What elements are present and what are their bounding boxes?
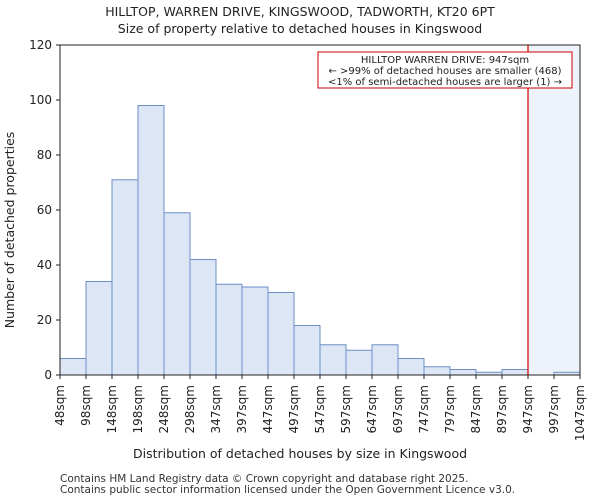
- bar-198sqm: [137, 105, 165, 376]
- x-tick-label-1047sqm: 1047sqm: [573, 385, 587, 441]
- bar-547sqm: [319, 344, 347, 376]
- bar-48sqm: [59, 358, 87, 376]
- bar-647sqm: [371, 344, 399, 376]
- bar-697sqm: [397, 358, 425, 376]
- y-tick-label-0: 0: [44, 368, 52, 382]
- y-tick-label-40: 40: [37, 258, 52, 272]
- x-tick-label-497sqm: 497sqm: [287, 385, 301, 433]
- annotation-line-3: <1% of semi-detached houses are larger (…: [328, 77, 562, 88]
- x-axis-label: Distribution of detached houses by size …: [133, 446, 467, 461]
- x-tick-label-847sqm: 847sqm: [469, 385, 483, 433]
- annotation-box: [317, 51, 573, 89]
- bar-347sqm: [215, 283, 243, 376]
- x-tick-label-597sqm: 597sqm: [339, 385, 353, 433]
- y-tick-label-100: 100: [29, 93, 52, 107]
- y-tick-label-60: 60: [37, 203, 52, 217]
- chart-title: HILLTOP, WARREN DRIVE, KINGSWOOD, TADWOR…: [105, 4, 495, 19]
- bar-298sqm: [189, 259, 217, 376]
- x-tick-label-547sqm: 547sqm: [313, 385, 327, 433]
- y-tick-label-120: 120: [29, 38, 52, 52]
- bar-597sqm: [345, 349, 373, 376]
- x-tick-label-747sqm: 747sqm: [417, 385, 431, 433]
- x-tick-label-148sqm: 148sqm: [105, 385, 119, 433]
- annotation-line-1: HILLTOP WARREN DRIVE: 947sqm: [361, 55, 529, 66]
- bar-747sqm: [423, 366, 451, 376]
- x-tick-label-697sqm: 697sqm: [391, 385, 405, 433]
- chart-subtitle: Size of property relative to detached ho…: [117, 21, 483, 36]
- bar-148sqm: [111, 179, 139, 376]
- x-tick-label-647sqm: 647sqm: [365, 385, 379, 433]
- footer-line-2: Contains public sector information licen…: [60, 484, 516, 496]
- bar-897sqm: [501, 369, 529, 376]
- highlight-region: [528, 45, 580, 375]
- bar-497sqm: [293, 325, 321, 376]
- x-tick-label-797sqm: 797sqm: [443, 385, 457, 433]
- bar-248sqm: [163, 212, 191, 376]
- footer-line-1: Contains HM Land Registry data © Crown c…: [60, 473, 469, 485]
- x-tick-label-298sqm: 298sqm: [183, 385, 197, 433]
- bar-98sqm: [85, 281, 113, 376]
- y-axis-label: Number of detached properties: [2, 132, 17, 329]
- bar-447sqm: [267, 292, 295, 376]
- x-tick-label-397sqm: 397sqm: [235, 385, 249, 433]
- x-tick-label-997sqm: 997sqm: [547, 385, 561, 433]
- x-tick-label-248sqm: 248sqm: [157, 385, 171, 433]
- y-tick-label-80: 80: [37, 148, 52, 162]
- x-tick-label-347sqm: 347sqm: [209, 385, 223, 433]
- x-tick-label-897sqm: 897sqm: [495, 385, 509, 433]
- x-tick-label-947sqm: 947sqm: [521, 385, 535, 433]
- x-tick-label-48sqm: 48sqm: [53, 385, 67, 426]
- y-tick-label-20: 20: [37, 313, 52, 327]
- x-tick-label-98sqm: 98sqm: [79, 385, 93, 426]
- annotation-line-2: ← >99% of detached houses are smaller (4…: [328, 66, 561, 77]
- bar-397sqm: [241, 286, 269, 376]
- bar-797sqm: [449, 369, 477, 376]
- x-tick-label-198sqm: 198sqm: [131, 385, 145, 433]
- x-tick-label-447sqm: 447sqm: [261, 385, 275, 433]
